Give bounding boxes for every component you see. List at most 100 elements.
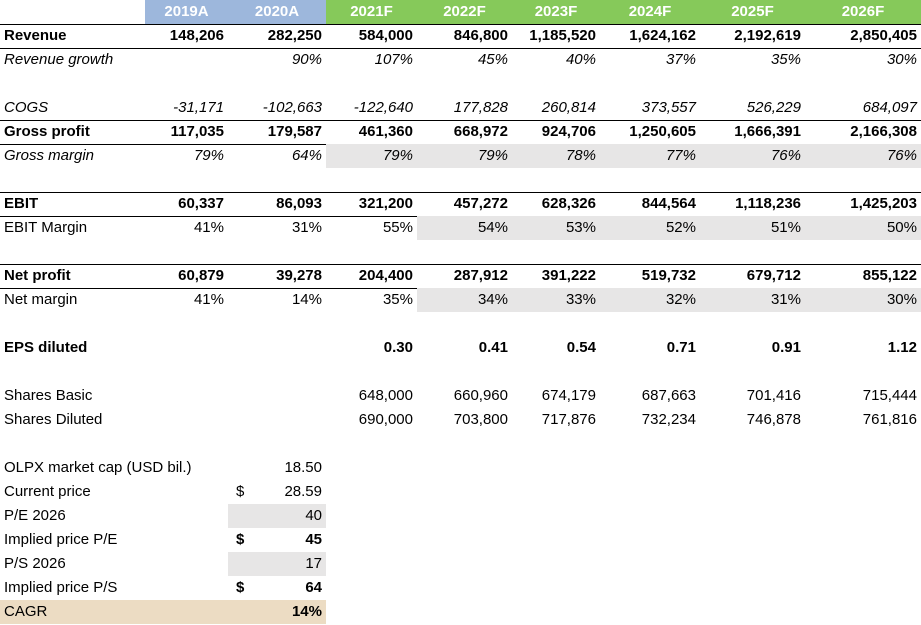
value-cell: 703,800: [453, 411, 508, 428]
value-cell: 1,425,203: [850, 195, 917, 212]
valuation-label: Implied price P/E: [4, 531, 118, 548]
value-cell: 30%: [886, 291, 917, 308]
valuation-value: 28.59: [284, 483, 322, 500]
value-cell: 51%: [770, 219, 801, 236]
value-cell: 204,400: [358, 267, 413, 284]
value-cell: 77%: [665, 147, 696, 164]
valuation-label: Current price: [4, 483, 91, 500]
shaded-cell: [228, 504, 326, 528]
value-cell: 76%: [770, 147, 801, 164]
value-cell: 31%: [770, 291, 801, 308]
value-cell: 32%: [665, 291, 696, 308]
value-cell: 457,272: [453, 195, 508, 212]
column-header: 2022F: [417, 0, 512, 24]
value-cell: -102,663: [262, 99, 322, 116]
value-cell: 2,850,405: [850, 27, 917, 44]
value-cell: 628,326: [541, 195, 596, 212]
row-label: EBIT Margin: [4, 219, 88, 236]
value-cell: 526,229: [746, 99, 801, 116]
value-cell: 1,624,162: [629, 27, 696, 44]
valuation-value: 17: [305, 555, 322, 572]
currency: $: [236, 531, 245, 548]
value-cell: 701,416: [746, 387, 801, 404]
value-cell: 1,250,605: [629, 123, 696, 140]
valuation-value: 45: [305, 531, 322, 548]
value-cell: 674,179: [541, 387, 596, 404]
valuation-label: CAGR: [4, 603, 48, 620]
value-cell: 86,093: [276, 195, 322, 212]
value-cell: 660,960: [453, 387, 508, 404]
value-cell: 844,564: [641, 195, 696, 212]
value-cell: 761,816: [862, 411, 917, 428]
valuation-value: 40: [305, 507, 322, 524]
shaded-cell: [228, 552, 326, 576]
value-cell: 53%: [565, 219, 596, 236]
highlight: [0, 600, 326, 624]
value-cell: 33%: [565, 291, 596, 308]
column-header: 2020A: [228, 0, 326, 24]
value-cell: 668,972: [453, 123, 508, 140]
row-label: Gross margin: [4, 147, 95, 164]
row-border: [0, 264, 921, 265]
value-cell: 0.91: [771, 339, 801, 356]
value-cell: 282,250: [267, 27, 322, 44]
column-header: 2025F: [700, 0, 805, 24]
valuation-value: 64: [305, 579, 322, 596]
value-cell: 107%: [374, 51, 413, 68]
value-cell: 40%: [565, 51, 596, 68]
value-cell: 391,222: [541, 267, 596, 284]
valuation-label: P/E 2026: [4, 507, 66, 524]
column-header: 2023F: [512, 0, 600, 24]
value-cell: -122,640: [353, 99, 413, 116]
value-cell: 0.30: [383, 339, 413, 356]
valuation-value: 18.50: [284, 459, 322, 476]
value-cell: 55%: [382, 219, 413, 236]
value-cell: 14%: [291, 291, 322, 308]
value-cell: 287,912: [453, 267, 508, 284]
shaded-cells: [417, 288, 921, 312]
value-cell: 60,337: [178, 195, 224, 212]
value-cell: 373,557: [641, 99, 696, 116]
row-label: COGS: [4, 99, 49, 116]
value-cell: 179,587: [267, 123, 322, 140]
value-cell: 41%: [193, 219, 224, 236]
value-cell: 846,800: [453, 27, 508, 44]
row-border: [0, 48, 921, 49]
row-label: EBIT: [4, 195, 39, 212]
value-cell: 54%: [477, 219, 508, 236]
column-header: 2021F: [326, 0, 417, 24]
row-label: Gross profit: [4, 123, 90, 140]
value-cell: 31%: [291, 219, 322, 236]
value-cell: 41%: [193, 291, 224, 308]
value-cell: 79%: [477, 147, 508, 164]
value-cell: 117,035: [170, 123, 224, 140]
shaded-cells: [326, 144, 921, 168]
valuation-label: P/S 2026: [4, 555, 66, 572]
row-label: Revenue growth: [4, 51, 114, 68]
value-cell: 684,097: [862, 99, 917, 116]
value-cell: 37%: [665, 51, 696, 68]
value-cell: 648,000: [358, 387, 413, 404]
value-cell: -31,171: [173, 99, 224, 116]
value-cell: 79%: [193, 147, 224, 164]
value-cell: 90%: [291, 51, 322, 68]
column-header: 2024F: [600, 0, 700, 24]
value-cell: 0.71: [666, 339, 696, 356]
valuation-label: OLPX market cap (USD bil.): [4, 459, 192, 476]
value-cell: 687,663: [641, 387, 696, 404]
row-border: [0, 192, 921, 193]
row-label: Net profit: [4, 267, 71, 284]
value-cell: 690,000: [358, 411, 413, 428]
value-cell: 76%: [886, 147, 917, 164]
value-cell: 52%: [665, 219, 696, 236]
value-cell: 177,828: [453, 99, 508, 116]
value-cell: 79%: [382, 147, 413, 164]
valuation-value: 14%: [291, 603, 322, 620]
row-label: Net margin: [4, 291, 78, 308]
value-cell: 717,876: [541, 411, 596, 428]
value-cell: 60,879: [178, 267, 224, 284]
value-cell: 1,118,236: [735, 195, 801, 212]
value-cell: 1.12: [887, 339, 917, 356]
value-cell: 35%: [770, 51, 801, 68]
value-cell: 148,206: [169, 27, 224, 44]
